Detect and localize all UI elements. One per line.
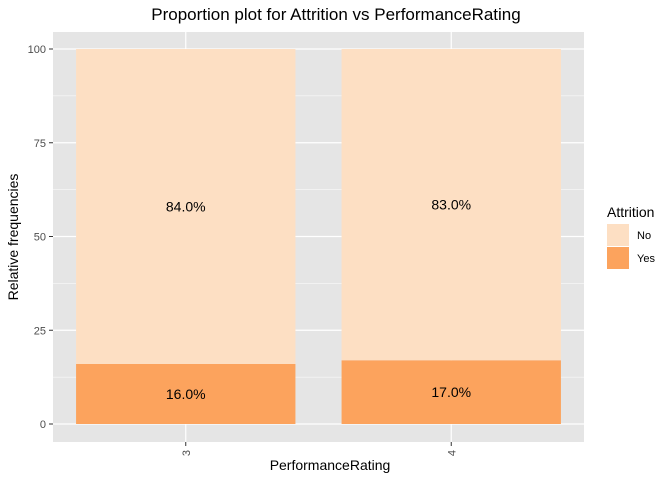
x-tick-label: 4 <box>446 450 458 456</box>
data-label-yes-4: 17.0% <box>431 384 471 400</box>
bar-yes-4 <box>341 360 561 424</box>
y-axis-title: Relative frequencies <box>5 174 21 301</box>
chart-title: Proportion plot for Attrition vs Perform… <box>151 5 520 24</box>
legend-label-yes: Yes <box>637 253 655 265</box>
y-axis: 0 25 50 75 100 <box>28 44 53 431</box>
legend-title: Attrition <box>607 204 654 220</box>
x-tick-label: 3 <box>181 450 193 456</box>
legend-key-yes <box>607 247 629 269</box>
bar-no-3 <box>76 49 296 364</box>
y-tick-label: 0 <box>40 419 46 431</box>
data-label-yes-3: 16.0% <box>166 386 206 402</box>
y-tick-label: 25 <box>34 325 46 337</box>
y-tick-label: 75 <box>34 138 46 150</box>
data-label-no-3: 84.0% <box>166 199 206 215</box>
y-tick-label: 50 <box>34 232 46 244</box>
legend: Attrition No Yes <box>607 204 655 269</box>
bars <box>76 49 561 424</box>
legend-key-no <box>607 224 629 246</box>
data-labels: 16.0% 84.0% 17.0% 83.0% <box>166 197 471 402</box>
bar-no-4 <box>341 49 561 361</box>
x-axis-title: PerformanceRating <box>270 457 391 473</box>
data-label-no-4: 83.0% <box>431 197 471 213</box>
bar-yes-3 <box>76 364 296 424</box>
legend-label-no: No <box>637 230 651 242</box>
y-tick-label: 100 <box>28 44 46 56</box>
